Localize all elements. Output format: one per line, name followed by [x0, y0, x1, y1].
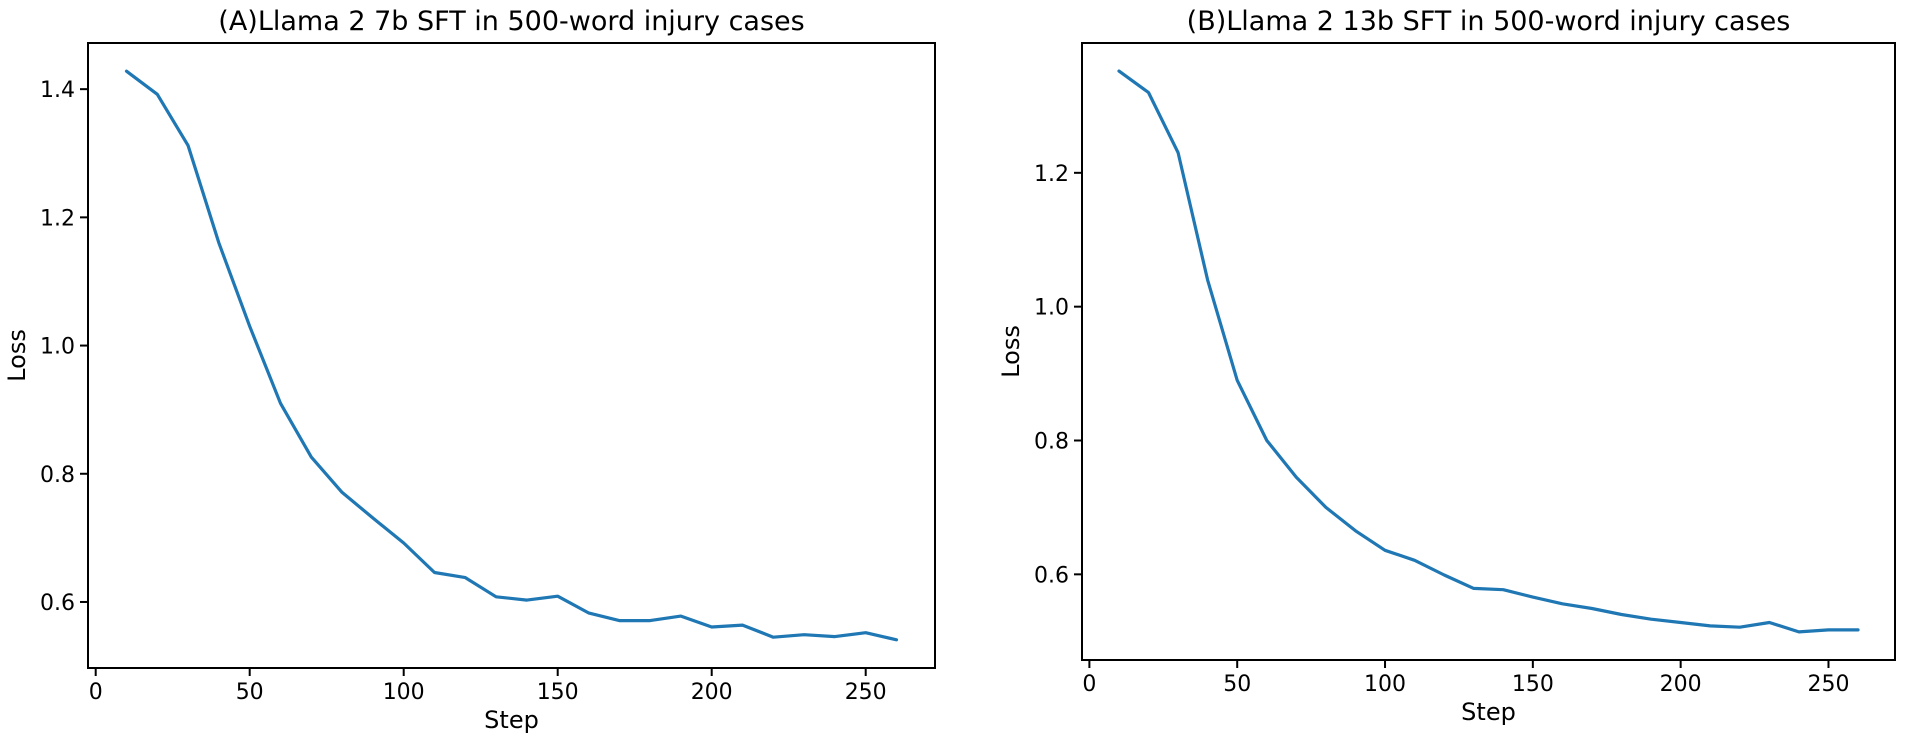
x-axis-label: Step: [1461, 698, 1516, 726]
y-axis-ticks: 0.6 0.8 1.0 1.2: [1034, 162, 1082, 588]
y-tick-label: 0.6: [40, 591, 75, 616]
x-tick-label: 200: [1660, 672, 1702, 697]
y-tick-label: 0.8: [40, 463, 75, 488]
y-tick-label: 0.8: [1034, 430, 1069, 455]
loss-curve: [1117, 69, 1860, 634]
x-axis-label: Step: [484, 706, 539, 734]
x-tick-label: 250: [1807, 672, 1849, 697]
x-tick-label: 100: [383, 680, 425, 705]
x-tick-label: 50: [236, 680, 264, 705]
x-tick-label: 0: [1082, 672, 1096, 697]
x-axis-ticks: 0 50 100 150 200 250: [89, 668, 887, 705]
loss-curve: [124, 69, 899, 642]
y-axis-ticks: 0.6 0.8 1.0 1.2 1.4: [40, 78, 88, 616]
x-tick-label: 200: [691, 680, 733, 705]
chart-title: (A)Llama 2 7b SFT in 500-word injury cas…: [218, 6, 804, 37]
y-tick-label: 1.4: [40, 78, 75, 103]
x-tick-label: 250: [845, 680, 887, 705]
x-tick-label: 150: [1512, 672, 1554, 697]
y-axis-label: Loss: [3, 329, 31, 382]
chart-llama2-13b-sft: (B)Llama 2 13b SFT in 500-word injury ca…: [997, 6, 1896, 726]
chart-title: (B)Llama 2 13b SFT in 500-word injury ca…: [1187, 6, 1791, 37]
y-tick-label: 1.2: [1034, 162, 1069, 187]
y-tick-label: 1.0: [1034, 296, 1069, 321]
plot-area-frame: [87, 42, 936, 669]
x-tick-label: 50: [1223, 672, 1251, 697]
x-tick-label: 100: [1364, 672, 1406, 697]
y-axis-label: Loss: [997, 325, 1025, 378]
y-tick-label: 1.0: [40, 335, 75, 360]
y-tick-label: 1.2: [40, 206, 75, 231]
plot-area-frame: [1081, 42, 1896, 661]
x-tick-label: 0: [89, 680, 103, 705]
chart-llama2-7b-sft: (A)Llama 2 7b SFT in 500-word injury cas…: [3, 6, 936, 734]
x-axis-ticks: 0 50 100 150 200 250: [1082, 660, 1849, 697]
x-tick-label: 150: [537, 680, 579, 705]
y-tick-label: 0.6: [1034, 563, 1069, 588]
